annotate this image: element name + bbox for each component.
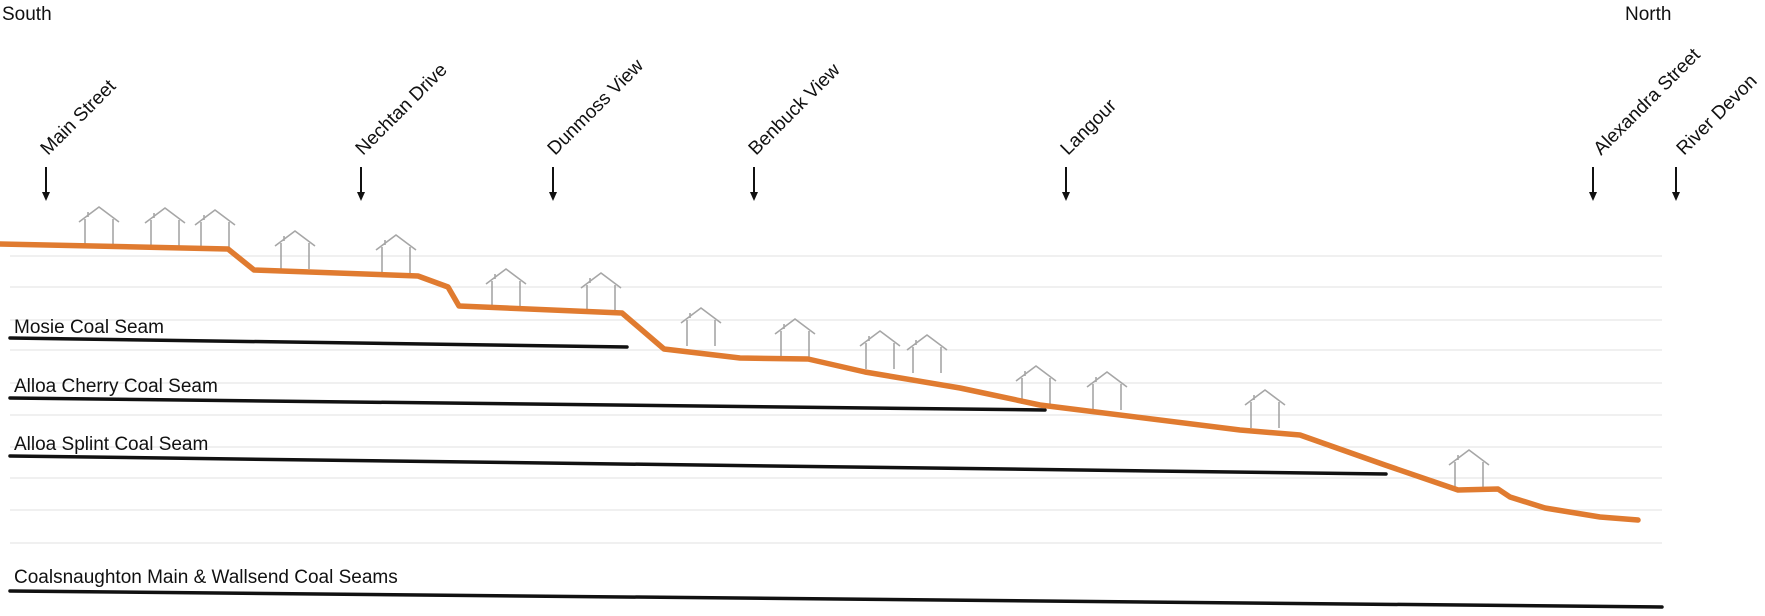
- street-label-river-devon: River Devon: [1673, 71, 1762, 160]
- down-arrow-icon: [1672, 167, 1680, 201]
- house-outline-icon: [78, 206, 120, 245]
- street-label-benbuck-view: Benbuck View: [745, 60, 845, 160]
- seam-label-alloa-splint: Alloa Splint Coal Seam: [14, 434, 208, 455]
- down-arrow-icon: [750, 167, 758, 201]
- seam-line-alloa-cherry: [8, 396, 1047, 412]
- house-outline-icon: [1015, 365, 1057, 404]
- house-outline-icon: [1448, 449, 1490, 488]
- street-label-nechtan-drive: Nechtan Drive: [352, 60, 452, 160]
- coal-seams: Mosie Coal Seam Alloa Cherry Coal Seam A…: [8, 317, 1664, 609]
- house-outline-icon: [859, 330, 901, 369]
- street-label-dunmoss-view: Dunmoss View: [544, 55, 648, 159]
- down-arrow-icon: [549, 167, 557, 201]
- house-outline-icon: [194, 209, 236, 248]
- house-outline-icon: [375, 234, 417, 273]
- guide-lines: [10, 255, 1662, 544]
- north-label: North: [1625, 4, 1671, 25]
- seam-line-mosie: [8, 336, 629, 349]
- house-outline-icon: [1086, 371, 1128, 410]
- seam-label-mosie: Mosie Coal Seam: [14, 317, 164, 338]
- house-outline-icon: [1244, 389, 1286, 428]
- house-outline-icon: [144, 207, 186, 246]
- seam-label-alloa-cherry: Alloa Cherry Coal Seam: [14, 376, 218, 397]
- house-outline-icon: [774, 318, 816, 357]
- street-label-main-street: Main Street: [37, 75, 121, 159]
- down-arrow-icon: [42, 167, 50, 201]
- street-label-langour: Langour: [1057, 95, 1122, 160]
- down-arrow-icon: [357, 167, 365, 201]
- seam-line-coalsnaughton: [8, 589, 1664, 609]
- ground-surface-line: [0, 241, 1641, 523]
- down-arrow-icon: [1062, 167, 1070, 201]
- house-outline-icon: [580, 272, 622, 311]
- houses: [78, 206, 1490, 488]
- down-arrow-icon: [1589, 167, 1597, 201]
- house-outline-icon: [485, 268, 527, 307]
- seam-line-alloa-splint: [8, 454, 1388, 476]
- house-outline-icon: [274, 230, 316, 269]
- house-outline-icon: [680, 307, 722, 346]
- street-arrows: [42, 167, 1680, 201]
- house-outline-icon: [906, 334, 948, 373]
- seam-label-coalsnaughton: Coalsnaughton Main & Wallsend Coal Seams: [14, 567, 398, 588]
- street-labels: Main Street Nechtan Drive Dunmoss View B…: [37, 44, 1762, 159]
- south-label: South: [2, 4, 52, 25]
